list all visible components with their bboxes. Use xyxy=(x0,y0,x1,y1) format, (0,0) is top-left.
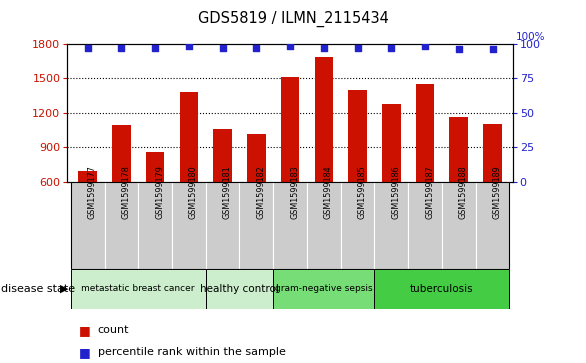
Text: ■: ■ xyxy=(79,324,91,337)
Text: ■: ■ xyxy=(79,346,91,359)
Point xyxy=(184,44,193,49)
Text: GSM1599180: GSM1599180 xyxy=(189,165,198,219)
Bar xyxy=(79,171,97,250)
Text: 100%: 100% xyxy=(516,32,545,42)
Point xyxy=(251,45,261,50)
Text: ▶: ▶ xyxy=(60,284,69,294)
Text: GSM1599183: GSM1599183 xyxy=(290,165,299,219)
Bar xyxy=(348,90,367,250)
Point xyxy=(488,46,497,52)
Text: GSM1599189: GSM1599189 xyxy=(492,165,502,219)
Bar xyxy=(374,182,408,269)
Text: GSM1599188: GSM1599188 xyxy=(459,165,468,219)
Point xyxy=(285,44,295,49)
Bar xyxy=(138,182,172,269)
Text: percentile rank within the sample: percentile rank within the sample xyxy=(98,347,286,357)
Text: disease state: disease state xyxy=(1,284,75,294)
Point xyxy=(151,45,160,50)
Bar xyxy=(179,92,198,250)
Text: GSM1599187: GSM1599187 xyxy=(425,165,434,219)
Point xyxy=(83,45,93,50)
Bar xyxy=(315,57,333,250)
Text: GSM1599179: GSM1599179 xyxy=(155,165,164,219)
Text: tuberculosis: tuberculosis xyxy=(410,284,473,294)
Bar xyxy=(206,182,240,269)
Bar xyxy=(442,182,476,269)
Text: gram-negative sepsis: gram-negative sepsis xyxy=(275,284,373,293)
Bar xyxy=(476,182,509,269)
Text: GSM1599185: GSM1599185 xyxy=(357,165,367,219)
Bar xyxy=(172,182,206,269)
Bar xyxy=(104,182,138,269)
Bar xyxy=(213,129,232,250)
Text: metastatic breast cancer: metastatic breast cancer xyxy=(81,284,195,293)
Point xyxy=(319,45,329,50)
Point xyxy=(387,45,396,50)
Point xyxy=(218,45,227,50)
Bar xyxy=(281,77,299,250)
Bar xyxy=(273,182,307,269)
Bar xyxy=(408,182,442,269)
Bar xyxy=(307,182,340,269)
Text: GSM1599178: GSM1599178 xyxy=(121,165,130,219)
Text: GDS5819 / ILMN_2115434: GDS5819 / ILMN_2115434 xyxy=(197,11,389,27)
Bar xyxy=(415,84,434,250)
Bar xyxy=(71,182,104,269)
Point xyxy=(420,44,430,49)
Text: GSM1599181: GSM1599181 xyxy=(223,165,231,219)
Bar xyxy=(340,182,374,269)
Bar xyxy=(71,269,206,309)
Bar xyxy=(483,124,502,250)
Bar xyxy=(112,125,131,250)
Bar xyxy=(206,269,273,309)
Text: GSM1599182: GSM1599182 xyxy=(256,165,265,219)
Point xyxy=(454,46,464,52)
Text: healthy control: healthy control xyxy=(200,284,279,294)
Text: GSM1599177: GSM1599177 xyxy=(88,165,97,219)
Text: GSM1599186: GSM1599186 xyxy=(391,165,400,219)
Point xyxy=(117,45,126,50)
Bar xyxy=(247,134,265,250)
Point xyxy=(353,45,362,50)
Text: count: count xyxy=(98,325,130,335)
Text: GSM1599184: GSM1599184 xyxy=(324,165,333,219)
Bar xyxy=(374,269,509,309)
Bar xyxy=(382,105,401,250)
Bar xyxy=(240,182,273,269)
Bar xyxy=(146,152,165,250)
Bar xyxy=(273,269,374,309)
Bar xyxy=(449,117,468,250)
